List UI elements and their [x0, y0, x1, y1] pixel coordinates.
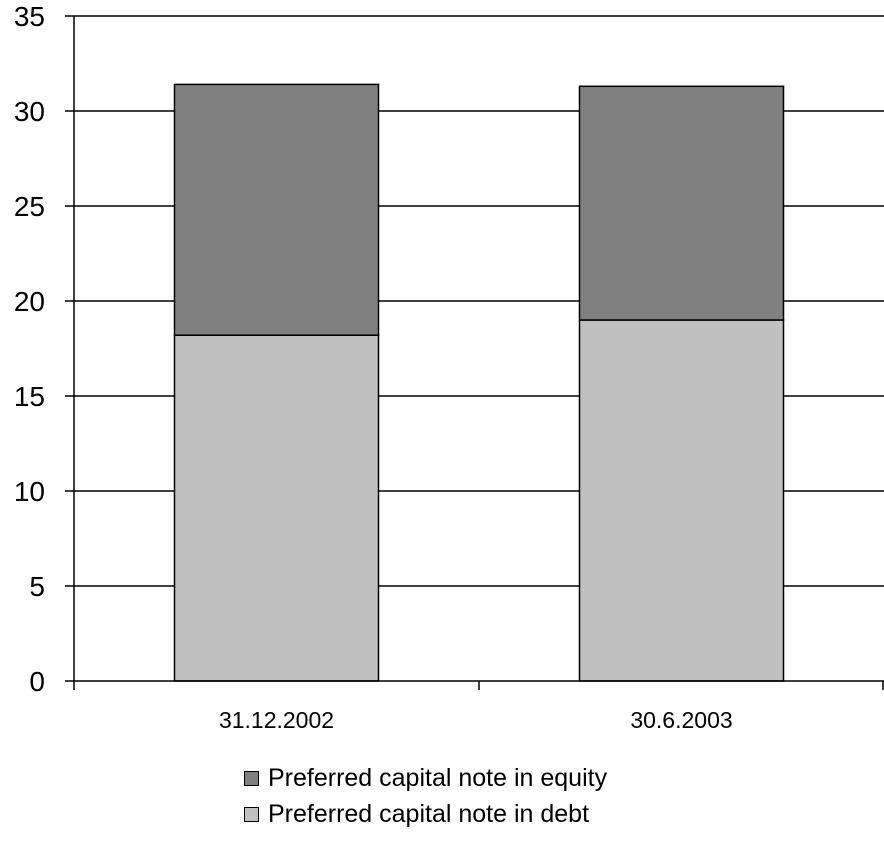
- legend-swatch-equity: [244, 770, 259, 786]
- legend-swatch-debt: [244, 806, 259, 822]
- legend-label-debt: Preferred capital note in debt: [268, 799, 590, 828]
- bar-equity-1: [173, 83, 380, 336]
- bar-debt-1: [173, 334, 380, 682]
- bar-debt-2: [578, 319, 785, 682]
- legend-item-equity: Preferred capital note in equity: [244, 760, 607, 796]
- y-tick-label-25: 25: [14, 191, 45, 222]
- axes: [65, 15, 884, 690]
- y-tick-label-20: 20: [14, 286, 45, 317]
- y-tick-label-5: 5: [29, 571, 45, 602]
- bars: [173, 83, 785, 682]
- legend-item-debt: Preferred capital note in debt: [244, 796, 607, 832]
- y-tick-label-10: 10: [14, 476, 45, 507]
- legend-label-equity: Preferred capital note in equity: [268, 763, 608, 792]
- y-tick-label-35: 35: [14, 1, 45, 32]
- x-tick-label-2: 30.6.2003: [630, 707, 732, 733]
- y-tick-label-30: 30: [14, 96, 45, 127]
- x-tick-label-1: 31.12.2002: [219, 707, 334, 733]
- tick-labels: 0 5 10 15 20 25 30 35 31.12.2002 30.6.2003: [14, 1, 733, 733]
- y-tick-label-15: 15: [14, 381, 45, 412]
- bar-equity-2: [578, 85, 785, 321]
- legend: Preferred capital note in equity Preferr…: [244, 760, 607, 832]
- y-tick-label-0: 0: [29, 666, 45, 697]
